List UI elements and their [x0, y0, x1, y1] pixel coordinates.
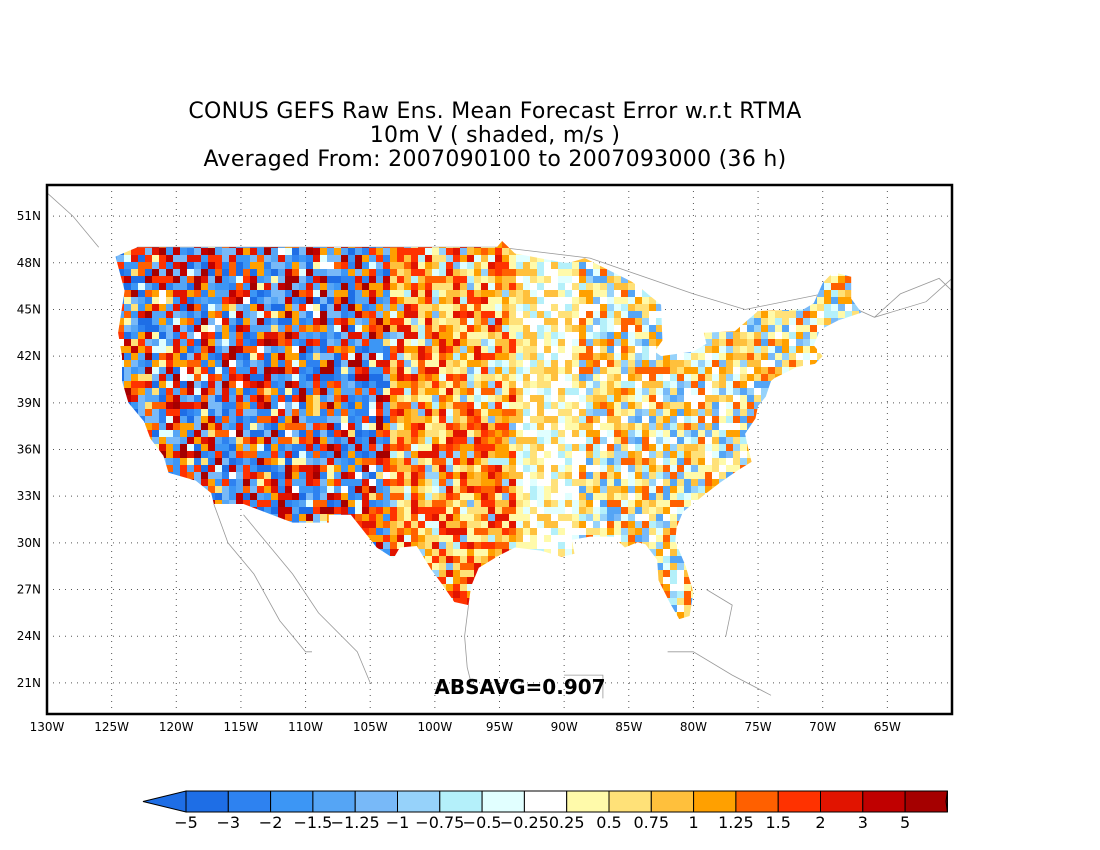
- colorbar-swatch: [481, 790, 525, 813]
- colorbar-left-arrow: [142, 790, 187, 813]
- colorbar-swatch: [566, 790, 610, 813]
- colorbar-label: 1: [689, 813, 699, 832]
- lon-tick-label: 100W: [417, 720, 452, 734]
- lat-tick-label: 36N: [17, 443, 41, 457]
- colorbar-labels: −5 −3 −2 −1.5−1.25 −1 −0.75−0.5−0.25 0.25 0.5 0.…: [174, 813, 910, 832]
- colorbar-label: −1: [386, 813, 410, 832]
- lon-tick-label: 130W: [30, 720, 65, 734]
- colorbar-swatch: [650, 790, 695, 813]
- lat-tick-label: 30N: [17, 536, 41, 550]
- lon-tick-label: 120W: [159, 720, 194, 734]
- lon-tick-label: 85W: [615, 720, 642, 734]
- coastline: [243, 514, 371, 684]
- lat-tick-label: 39N: [17, 396, 41, 410]
- title-line-1: CONUS GEFS Raw Ens. Mean Forecast Error …: [188, 99, 802, 124]
- colorbar-label: −2: [259, 813, 283, 832]
- lat-tick-label: 21N: [17, 676, 41, 690]
- latitude-labels: 51N 48N 45N 42N 39N 36N 33N 30N 27N 24N 21N: [17, 209, 41, 690]
- lon-tick-label: 105W: [353, 720, 388, 734]
- colorbar-swatch: [397, 790, 441, 813]
- lon-tick-label: 70W: [809, 720, 836, 734]
- lat-tick-label: 48N: [17, 256, 41, 270]
- colorbar-label: −0.75: [415, 813, 464, 832]
- lat-tick-label: 33N: [17, 489, 41, 503]
- colorbar-swatch: [523, 790, 568, 813]
- coastline: [464, 605, 472, 683]
- colorbar-swatch: [820, 790, 864, 813]
- colorbar-swatch: [227, 790, 272, 813]
- coastline: [706, 589, 733, 637]
- absavg-label: ABSAVG=0.907: [434, 675, 605, 699]
- colorbar-label: 3: [858, 813, 868, 832]
- colorbar-label: 0.25: [549, 813, 585, 832]
- colorbar-swatch: [777, 790, 822, 813]
- colorbar-label: −3: [217, 813, 241, 832]
- coastline: [499, 246, 952, 318]
- lon-tick-label: 65W: [874, 720, 901, 734]
- colorbar-label: 0.5: [596, 813, 621, 832]
- colorbar-right-arrow: [945, 790, 948, 813]
- title-line-2: 10m V ( shaded, m/s ): [369, 123, 621, 148]
- map-frame: [45, 183, 954, 716]
- colorbar-swatch: [439, 790, 483, 813]
- lat-tick-label: 27N: [17, 583, 41, 597]
- coastline: [47, 192, 100, 248]
- lat-tick-label: 24N: [17, 629, 41, 643]
- colorbar-swatch: [862, 790, 906, 813]
- colorbar-label: −0.5: [463, 813, 502, 832]
- lon-tick-label: 115W: [224, 720, 259, 734]
- lon-tick-label: 125W: [94, 720, 129, 734]
- colorbar-label: 1.25: [718, 813, 754, 832]
- map-title: CONUS GEFS Raw Ens. Mean Forecast Error …: [0, 100, 990, 172]
- colorbar-swatch: [608, 790, 652, 813]
- colorbar-label: −1.5: [293, 813, 332, 832]
- coastline: [874, 277, 952, 318]
- colorbar-swatch: [904, 790, 948, 813]
- colorbar-swatch: [270, 790, 314, 813]
- colorbar-label: 0.75: [633, 813, 669, 832]
- colorbar-label: 1.5: [765, 813, 790, 832]
- coastline: [667, 651, 772, 696]
- lon-tick-label: 90W: [551, 720, 578, 734]
- colorbar-label: −0.25: [500, 813, 549, 832]
- colorbar-swatch: [185, 790, 229, 813]
- coastline: [564, 674, 604, 699]
- lon-tick-label: 80W: [680, 720, 707, 734]
- lat-tick-label: 45N: [17, 302, 41, 316]
- title-line-3: Averaged From: 2007090100 to 2007093000 …: [203, 147, 787, 172]
- colorbar-label: 5: [900, 813, 910, 832]
- longitude-labels: 130W 125W 120W 115W 110W 105W 100W 95W 90W 85W 80W…: [30, 720, 901, 734]
- colorbar-swatch: [312, 790, 356, 813]
- lat-tick-label: 51N: [17, 209, 41, 223]
- colorbar-label: −5: [174, 813, 198, 832]
- lat-tick-label: 42N: [17, 349, 41, 363]
- colorbar-label: 2: [815, 813, 825, 832]
- coastline: [213, 503, 312, 653]
- lon-tick-label: 95W: [486, 720, 513, 734]
- colorbar-label: −1.25: [331, 813, 380, 832]
- lon-tick-label: 75W: [745, 720, 772, 734]
- lon-tick-label: 110W: [288, 720, 323, 734]
- colorbar-swatch: [735, 790, 779, 813]
- colorbar: [142, 790, 948, 813]
- colorbar-swatch: [693, 790, 737, 813]
- error-field: [115, 241, 862, 620]
- colorbar-swatch: [354, 790, 399, 813]
